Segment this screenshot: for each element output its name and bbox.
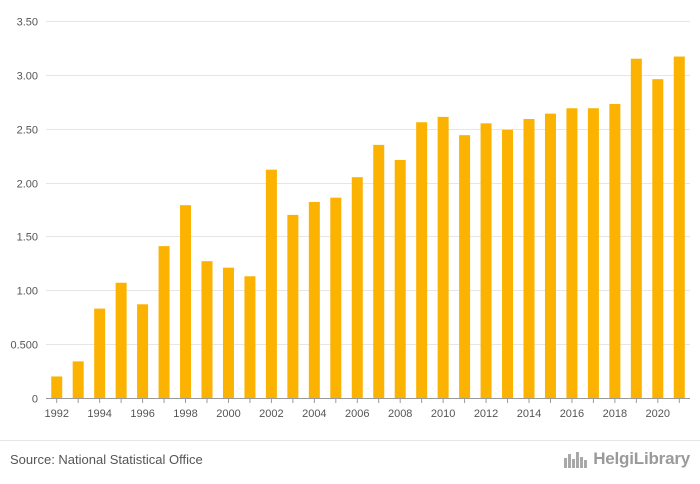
bar-1992 [51,376,63,398]
bar-2002 [265,169,277,398]
y-tick-label: 3.50 [17,17,38,29]
x-tick-label: 2018 [603,408,627,420]
city-skyline-icon [564,452,588,468]
bar-1995 [115,282,127,398]
chart-footer: Source: National Statistical Office Helg… [0,440,700,484]
bar-1993 [72,361,84,398]
bar-1996 [137,304,149,398]
bar-chart-svg: 0 0.500 1.00 1.50 2.00 2.50 3.00 3.50 1992 1994 19… [10,17,690,420]
x-tick-label: 2002 [259,408,283,420]
y-tick-label: 2.00 [17,179,38,191]
bar-2006 [351,177,363,398]
bar-2021 [673,56,685,399]
bar-2018 [609,103,621,398]
bar-2010 [437,116,449,399]
y-tick-label: 2.50 [17,125,38,137]
x-tick-label: 2006 [345,408,369,420]
bar-2008 [394,159,406,398]
bar-1998 [180,205,192,398]
bar-2007 [373,144,385,398]
bar-1997 [158,246,170,398]
bar-2012 [480,123,492,398]
bar-2020 [652,79,664,399]
bar-2003 [287,214,299,398]
y-tick-label: 1.50 [17,232,38,244]
y-tick-label: 0 [32,394,38,406]
y-tick-label: 1.00 [17,286,38,298]
x-tick-label: 2012 [474,408,498,420]
y-tick-label: 3.00 [17,71,38,83]
bar-2016 [566,108,578,398]
x-tick-label: 1996 [130,408,154,420]
bar-2017 [587,108,599,398]
bar-2019 [630,58,642,398]
x-tick-label: 2010 [431,408,455,420]
x-tick-label: 2004 [302,408,326,420]
x-tick-label: 1994 [87,408,111,420]
y-tick-label: 0.500 [10,340,38,352]
bar-2015 [544,113,556,398]
bar-2005 [330,197,342,398]
bar-2004 [308,201,320,398]
x-tick-label: 2016 [560,408,584,420]
x-tick-label: 2020 [646,408,670,420]
x-tick-label: 1992 [44,408,68,420]
bar-2000 [222,267,234,398]
x-tick-label: 2008 [388,408,412,420]
bar-1999 [201,261,213,398]
x-tick-label: 1998 [173,408,197,420]
bar-2011 [459,135,471,398]
brand-logo[interactable]: HelgiLibrary [563,449,690,469]
brand-name: HelgiLibrary [593,449,690,468]
bar-2014 [523,119,535,399]
bar-2009 [416,122,428,398]
source-note: Source: National Statistical Office [10,452,203,467]
x-tick-label: 2014 [517,408,541,420]
x-tick-label: 2000 [216,408,240,420]
bar-1994 [94,308,106,398]
bar-2013 [502,129,514,399]
bar-2001 [244,276,256,398]
